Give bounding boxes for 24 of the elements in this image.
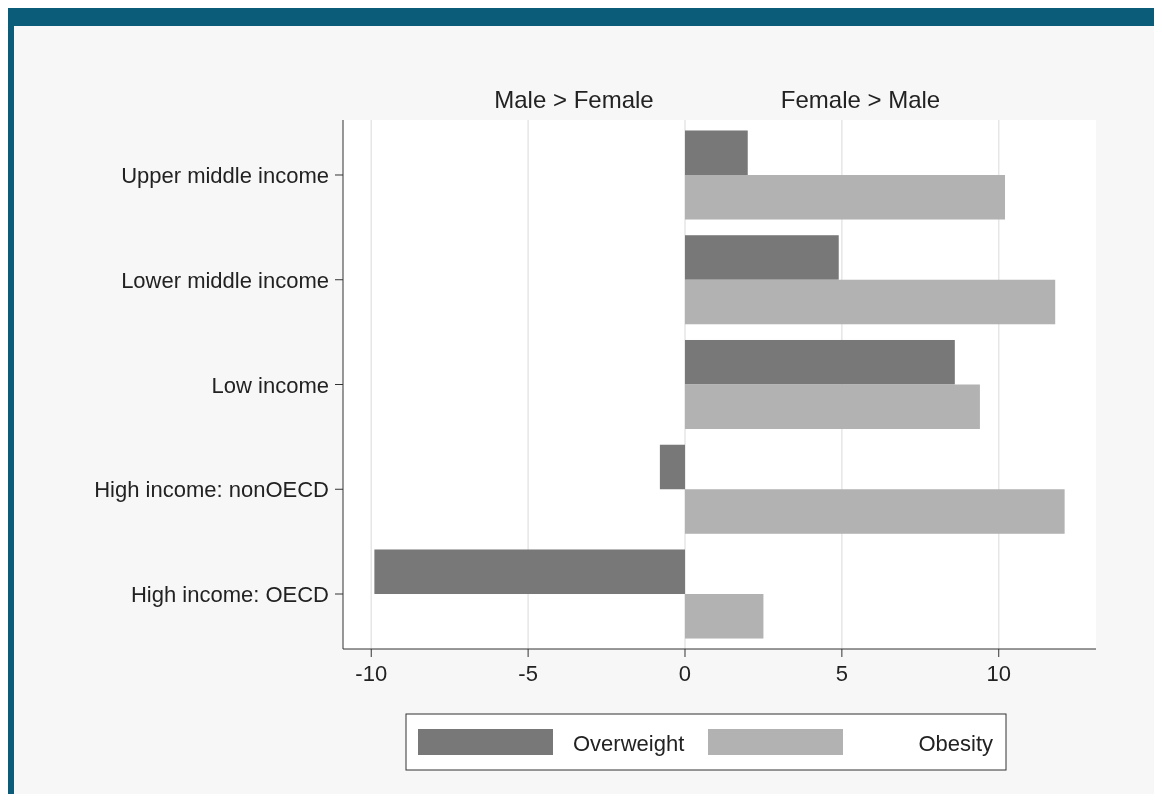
text: Overweight — [573, 731, 685, 756]
x-tick-label: 0 — [678, 661, 692, 686]
text: Male > Female — [494, 86, 654, 113]
x-tick-label: 5 — [835, 661, 848, 686]
y-tick-label: High income: OECD — [130, 582, 329, 607]
y-tick-label: Low income — [211, 372, 329, 398]
bar — [684, 594, 764, 639]
x-tick-label: -10 — [355, 661, 388, 686]
bar — [684, 130, 748, 175]
bar — [684, 175, 1006, 220]
text: Obesity — [918, 731, 993, 756]
y-tick-label: Lower middle income — [121, 267, 329, 293]
bar — [659, 444, 685, 490]
bar — [684, 489, 1065, 534]
text: Female > Male — [780, 86, 941, 113]
bar — [684, 279, 1056, 325]
bar — [684, 235, 839, 280]
bar — [684, 384, 980, 430]
bar — [684, 339, 955, 385]
x-tick-label: 10 — [986, 661, 1011, 686]
y-tick-label: High income: nonOECD — [94, 477, 329, 503]
x-tick-label: -5 — [518, 661, 538, 686]
bar — [374, 549, 685, 594]
y-tick-label: Upper middle income — [121, 163, 329, 188]
